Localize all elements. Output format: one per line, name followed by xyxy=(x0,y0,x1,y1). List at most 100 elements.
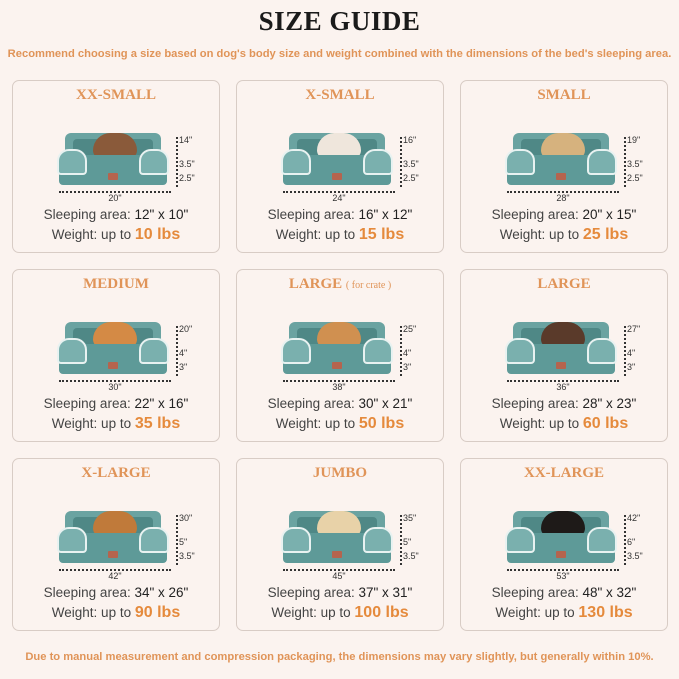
size-card: LARGE ( for crate ) 38" 25" 4" 3" Sleepi… xyxy=(236,269,444,442)
weight-value: 60 lbs xyxy=(582,415,629,432)
size-name: XX-SMALL xyxy=(13,87,219,104)
weight-limit: Weight: up to 100 lbs xyxy=(271,604,409,621)
bolster-dimension: 3.5" xyxy=(179,159,195,169)
height-dimension-line xyxy=(176,515,178,565)
weight-value: 35 lbs xyxy=(134,415,181,432)
bolster-dimension: 4" xyxy=(403,348,412,358)
size-label: JUMBO xyxy=(312,465,368,481)
base-dimension: 3" xyxy=(403,362,412,372)
pet-image xyxy=(317,511,361,537)
size-label: X-SMALL xyxy=(305,87,375,103)
pet-image xyxy=(93,511,137,537)
weight-limit: Weight: up to 15 lbs xyxy=(275,226,405,243)
bed-image xyxy=(281,511,393,563)
pet-image xyxy=(317,133,361,159)
size-card: SMALL 28" 19" 3.5" 2.5" Sleeping area: 2… xyxy=(460,80,668,253)
length-dimension-line xyxy=(59,380,171,382)
length-dimension-line xyxy=(507,380,619,382)
length-dimension: 38" xyxy=(332,382,346,392)
pet-image xyxy=(317,322,361,348)
weight-value: 25 lbs xyxy=(582,226,629,243)
size-card: X-LARGE 42" 30" 5" 3.5" Sleeping area: 3… xyxy=(12,458,220,631)
sleeping-area-value: 12" x 10" xyxy=(134,207,189,222)
weight-limit: Weight: up to 50 lbs xyxy=(275,415,405,432)
weight-limit: Weight: up to 90 lbs xyxy=(51,604,181,621)
length-dimension: 20" xyxy=(108,193,122,203)
length-dimension: 36" xyxy=(556,382,570,392)
sleeping-area-value: 30" x 21" xyxy=(358,396,413,411)
length-dimension: 53" xyxy=(556,571,570,581)
base-dimension: 3.5" xyxy=(627,551,643,561)
bed-image xyxy=(505,511,617,563)
bed-image xyxy=(281,322,393,374)
length-dimension-line xyxy=(283,569,395,571)
sleeping-area: Sleeping area: 22" x 16" xyxy=(43,396,189,411)
sleeping-area-value: 28" x 23" xyxy=(582,396,637,411)
back-height-dimension: 35" xyxy=(403,513,417,523)
height-dimension-line xyxy=(624,326,626,376)
base-dimension: 2.5" xyxy=(179,173,195,183)
bolster-dimension: 4" xyxy=(627,348,636,358)
brand-label-icon xyxy=(556,362,566,369)
size-card: X-SMALL 24" 16" 3.5" 2.5" Sleeping area:… xyxy=(236,80,444,253)
sleeping-area: Sleeping area: 37" x 31" xyxy=(267,585,413,600)
size-card: LARGE 36" 27" 4" 3" Sleeping area: 28" x… xyxy=(460,269,668,442)
length-dimension-line xyxy=(507,191,619,193)
height-dimension-line xyxy=(400,515,402,565)
bolster-dimension: 5" xyxy=(179,537,188,547)
weight-value: 130 lbs xyxy=(578,604,633,621)
weight-limit: Weight: up to 25 lbs xyxy=(499,226,629,243)
back-height-dimension: 30" xyxy=(179,513,193,523)
bed-image xyxy=(57,133,169,185)
size-name: MEDIUM xyxy=(13,276,219,293)
brand-label-icon xyxy=(556,173,566,180)
base-dimension: 3" xyxy=(627,362,636,372)
sleeping-area: Sleeping area: 34" x 26" xyxy=(43,585,189,600)
sleeping-area-value: 37" x 31" xyxy=(358,585,413,600)
length-dimension-line xyxy=(283,191,395,193)
sleeping-area-value: 48" x 32" xyxy=(582,585,637,600)
size-name: XX-LARGE xyxy=(461,465,667,482)
size-note: ( for crate ) xyxy=(345,280,392,291)
sleeping-area: Sleeping area: 20" x 15" xyxy=(491,207,637,222)
bolster-dimension: 6" xyxy=(627,537,636,547)
length-dimension: 30" xyxy=(108,382,122,392)
base-dimension: 3.5" xyxy=(179,551,195,561)
weight-limit: Weight: up to 10 lbs xyxy=(51,226,181,243)
brand-label-icon xyxy=(108,551,118,558)
size-name: JUMBO xyxy=(237,465,443,482)
pet-image xyxy=(541,133,585,159)
bolster-dimension: 3.5" xyxy=(403,159,419,169)
height-dimension-line xyxy=(400,326,402,376)
size-name: LARGE xyxy=(461,276,667,293)
length-dimension: 45" xyxy=(332,571,346,581)
base-dimension: 2.5" xyxy=(627,173,643,183)
length-dimension: 28" xyxy=(556,193,570,203)
bed-image xyxy=(281,133,393,185)
back-height-dimension: 20" xyxy=(179,324,193,334)
size-card: MEDIUM 30" 20" 4" 3" Sleeping area: 22" … xyxy=(12,269,220,442)
sleeping-area-value: 34" x 26" xyxy=(134,585,189,600)
weight-value: 100 lbs xyxy=(354,604,409,621)
size-card: JUMBO 45" 35" 5" 3.5" Sleeping area: 37"… xyxy=(236,458,444,631)
size-name: LARGE ( for crate ) xyxy=(237,276,443,293)
back-height-dimension: 16" xyxy=(403,135,417,145)
brand-label-icon xyxy=(556,551,566,558)
sleeping-area: Sleeping area: 28" x 23" xyxy=(491,396,637,411)
height-dimension-line xyxy=(624,515,626,565)
base-dimension: 2.5" xyxy=(403,173,419,183)
size-name: SMALL xyxy=(461,87,667,104)
bed-image xyxy=(57,511,169,563)
back-height-dimension: 25" xyxy=(403,324,417,334)
brand-label-icon xyxy=(332,362,342,369)
weight-limit: Weight: up to 60 lbs xyxy=(499,415,629,432)
length-dimension-line xyxy=(507,569,619,571)
size-label: LARGE xyxy=(288,276,343,292)
bed-image xyxy=(505,133,617,185)
height-dimension-line xyxy=(624,137,626,187)
size-label: LARGE xyxy=(537,276,591,292)
pet-image xyxy=(541,511,585,537)
base-dimension: 3.5" xyxy=(403,551,419,561)
height-dimension-line xyxy=(400,137,402,187)
brand-label-icon xyxy=(332,173,342,180)
